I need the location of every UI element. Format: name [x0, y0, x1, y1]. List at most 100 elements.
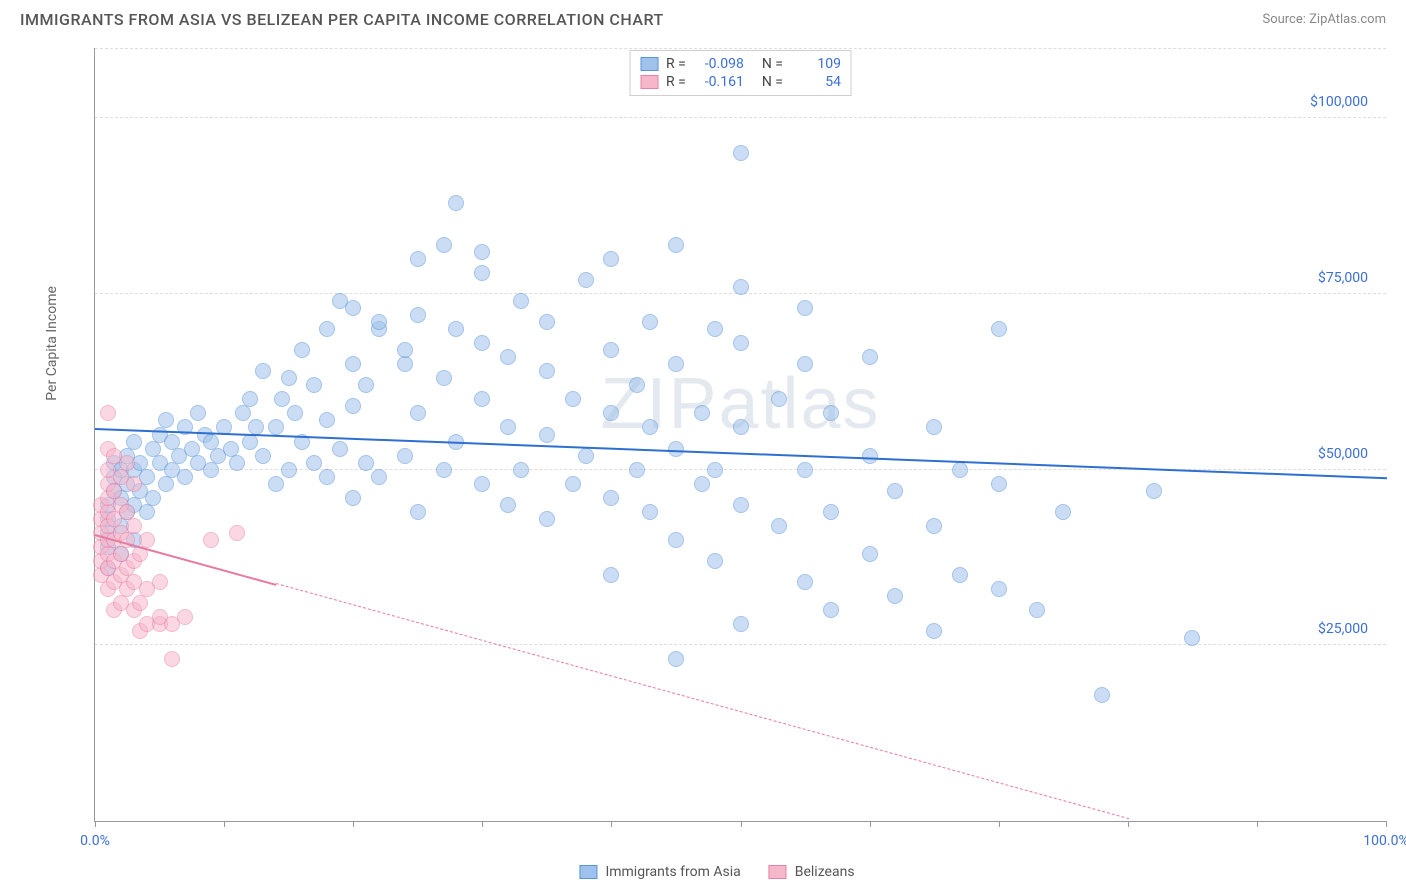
data-point: [397, 356, 413, 372]
y-tick-label: $100,000: [1310, 94, 1368, 110]
data-point: [410, 251, 426, 267]
chart-title: IMMIGRANTS FROM ASIA VS BELIZEAN PER CAP…: [20, 10, 664, 29]
data-point: [707, 553, 723, 569]
r-value: -0.161: [694, 74, 744, 90]
data-point: [771, 518, 787, 534]
data-point: [668, 441, 684, 457]
data-point: [887, 483, 903, 499]
data-point: [152, 574, 168, 590]
r-label: R =: [666, 56, 686, 72]
data-point: [177, 469, 193, 485]
data-point: [410, 504, 426, 520]
data-point: [823, 405, 839, 421]
source-label: Source: ZipAtlas.com: [1262, 12, 1386, 27]
data-point: [203, 532, 219, 548]
data-point: [578, 272, 594, 288]
y-axis-label: Per Capita Income: [44, 286, 60, 401]
data-point: [319, 321, 335, 337]
data-point: [629, 377, 645, 393]
gridline: [95, 117, 1386, 118]
data-point: [242, 391, 258, 407]
data-point: [539, 511, 555, 527]
x-tick: [95, 821, 96, 827]
data-point: [1146, 483, 1162, 499]
data-point: [332, 441, 348, 457]
x-tick: [999, 821, 1000, 827]
data-point: [358, 455, 374, 471]
stats-legend-row: R = -0.161 N = 54: [640, 73, 841, 91]
data-point: [797, 462, 813, 478]
data-point: [203, 462, 219, 478]
legend-label: Immigrants from Asia: [605, 864, 740, 880]
n-value: 54: [791, 74, 841, 90]
data-point: [500, 419, 516, 435]
data-point: [771, 391, 787, 407]
data-point: [1029, 602, 1045, 618]
data-point: [132, 595, 148, 611]
n-value: 109: [791, 56, 841, 72]
x-tick: [1257, 821, 1258, 827]
data-point: [274, 391, 290, 407]
legend-label: Belizeans: [795, 864, 855, 880]
data-point: [603, 490, 619, 506]
data-point: [139, 504, 155, 520]
data-point: [358, 377, 374, 393]
data-point: [513, 293, 529, 309]
data-point: [862, 448, 878, 464]
data-point: [926, 623, 942, 639]
data-point: [190, 405, 206, 421]
data-point: [126, 434, 142, 450]
y-tick-label: $75,000: [1318, 270, 1368, 286]
data-point: [397, 342, 413, 358]
data-point: [474, 265, 490, 281]
data-point: [578, 448, 594, 464]
data-point: [319, 469, 335, 485]
data-point: [100, 405, 116, 421]
data-point: [126, 476, 142, 492]
x-tick: [741, 821, 742, 827]
data-point: [1055, 504, 1071, 520]
r-label: R =: [666, 74, 686, 90]
data-point: [733, 497, 749, 513]
data-point: [229, 455, 245, 471]
data-point: [603, 567, 619, 583]
data-point: [500, 497, 516, 513]
data-point: [177, 609, 193, 625]
data-point: [733, 335, 749, 351]
data-point: [629, 462, 645, 478]
data-point: [255, 448, 271, 464]
data-point: [119, 455, 135, 471]
data-point: [642, 419, 658, 435]
data-point: [991, 476, 1007, 492]
x-tick: [870, 821, 871, 827]
data-point: [474, 391, 490, 407]
data-point: [952, 462, 968, 478]
x-tick: [224, 821, 225, 827]
data-point: [1184, 630, 1200, 646]
data-point: [887, 588, 903, 604]
x-tick: [1386, 821, 1387, 827]
data-point: [436, 462, 452, 478]
data-point: [474, 335, 490, 351]
data-point: [294, 342, 310, 358]
data-point: [991, 581, 1007, 597]
data-point: [268, 419, 284, 435]
legend-swatch: [640, 57, 658, 71]
data-point: [410, 405, 426, 421]
data-point: [319, 412, 335, 428]
data-point: [668, 651, 684, 667]
legend-swatch: [640, 75, 658, 89]
data-point: [603, 251, 619, 267]
data-point: [164, 651, 180, 667]
n-label: N =: [762, 74, 783, 90]
data-point: [448, 195, 464, 211]
data-point: [306, 455, 322, 471]
chart-container: Per Capita Income ZIPatlas R =-0.098N =1…: [48, 48, 1386, 852]
data-point: [733, 145, 749, 161]
stats-legend: R =-0.098N =109R =-0.161N =54: [629, 50, 852, 96]
data-point: [733, 616, 749, 632]
data-point: [565, 391, 581, 407]
data-point: [539, 314, 555, 330]
data-point: [823, 602, 839, 618]
y-tick-label: $25,000: [1318, 621, 1368, 637]
